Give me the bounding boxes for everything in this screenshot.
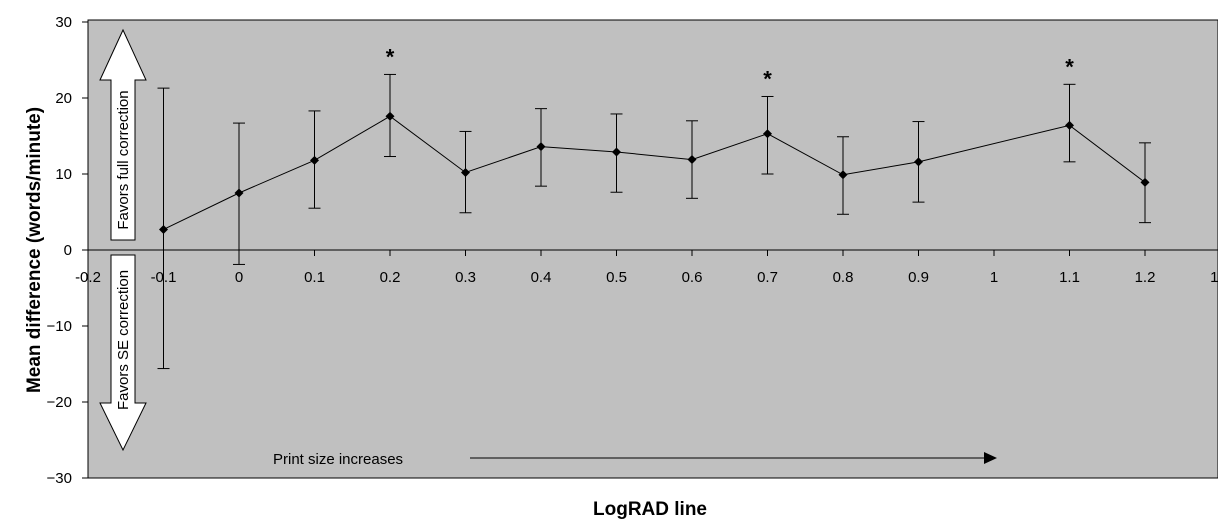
favors-se-correction-arrow: Favors SE correction — [99, 254, 147, 452]
data-point — [461, 167, 470, 177]
upper-arrow-label: Favors full correction — [115, 90, 132, 229]
x-tick-label: 1.1 — [1059, 269, 1080, 286]
y-tick-label: −20 — [47, 394, 72, 411]
data-point — [838, 170, 848, 180]
data-point — [687, 155, 697, 165]
print-size-annotation: Print size increases — [273, 451, 997, 468]
x-tick-label: 1 — [990, 269, 998, 286]
data-point — [310, 155, 319, 165]
significance-asterisk: * — [1065, 54, 1074, 79]
data-point — [536, 142, 546, 152]
x-tick-label: 0.4 — [531, 269, 552, 286]
y-tick-label: −30 — [47, 470, 72, 487]
data-series — [159, 111, 1150, 234]
y-tick-label: 30 — [55, 14, 72, 31]
up-arrow-icon — [99, 28, 147, 241]
data-point — [1140, 177, 1150, 187]
x-axis: -0.2 -0.1 0 0.1 0.2 0.3 0.4 0.5 0.6 0.7 0.8 0.9 1 1.1… — [75, 249, 1218, 286]
plot-area — [87, 19, 1218, 479]
x-tick-label: 0 — [235, 269, 243, 286]
x-tick-label: 0.9 — [908, 269, 929, 286]
data-point — [914, 157, 923, 167]
x-axis-title: LogRAD line — [593, 499, 707, 520]
x-tick-label: 0.8 — [833, 269, 854, 286]
y-tick-label: 10 — [55, 166, 72, 183]
x-tick-label: 0.5 — [606, 269, 627, 286]
print-size-label: Print size increases — [273, 451, 403, 468]
y-axis: 30 20 10 0 −10 −20 −30 — [47, 14, 89, 487]
significance-asterisk: * — [763, 66, 772, 91]
significance-asterisk: * — [386, 44, 395, 69]
y-tick-label: −10 — [47, 318, 72, 335]
x-tick-label: 0.1 — [304, 269, 325, 286]
data-point — [385, 111, 395, 121]
y-tick-label: 20 — [55, 90, 72, 107]
x-tick-label: 0.7 — [757, 269, 778, 286]
x-tick-label: 0.6 — [682, 269, 703, 286]
x-tick-label: 0.2 — [380, 269, 401, 286]
x-tick-label: 1.2 — [1135, 269, 1156, 286]
down-arrow-icon — [99, 254, 147, 452]
y-tick-label: 0 — [64, 242, 72, 259]
lower-arrow-label: Favors SE correction — [115, 270, 132, 410]
favors-full-correction-arrow: Favors full correction — [99, 28, 147, 241]
data-point — [159, 224, 168, 234]
right-arrow-icon — [984, 452, 997, 464]
y-axis-title: Mean difference (words/minute) — [24, 107, 45, 393]
data-point — [612, 147, 621, 157]
x-tick-label: -0.2 — [75, 269, 101, 286]
data-point — [234, 188, 244, 198]
x-tick-label: 0.3 — [455, 269, 476, 286]
data-point — [1065, 120, 1074, 130]
data-point — [763, 129, 772, 139]
x-tick-label: 1.3 — [1210, 269, 1218, 286]
significance-markers: * * * — [386, 44, 1075, 91]
